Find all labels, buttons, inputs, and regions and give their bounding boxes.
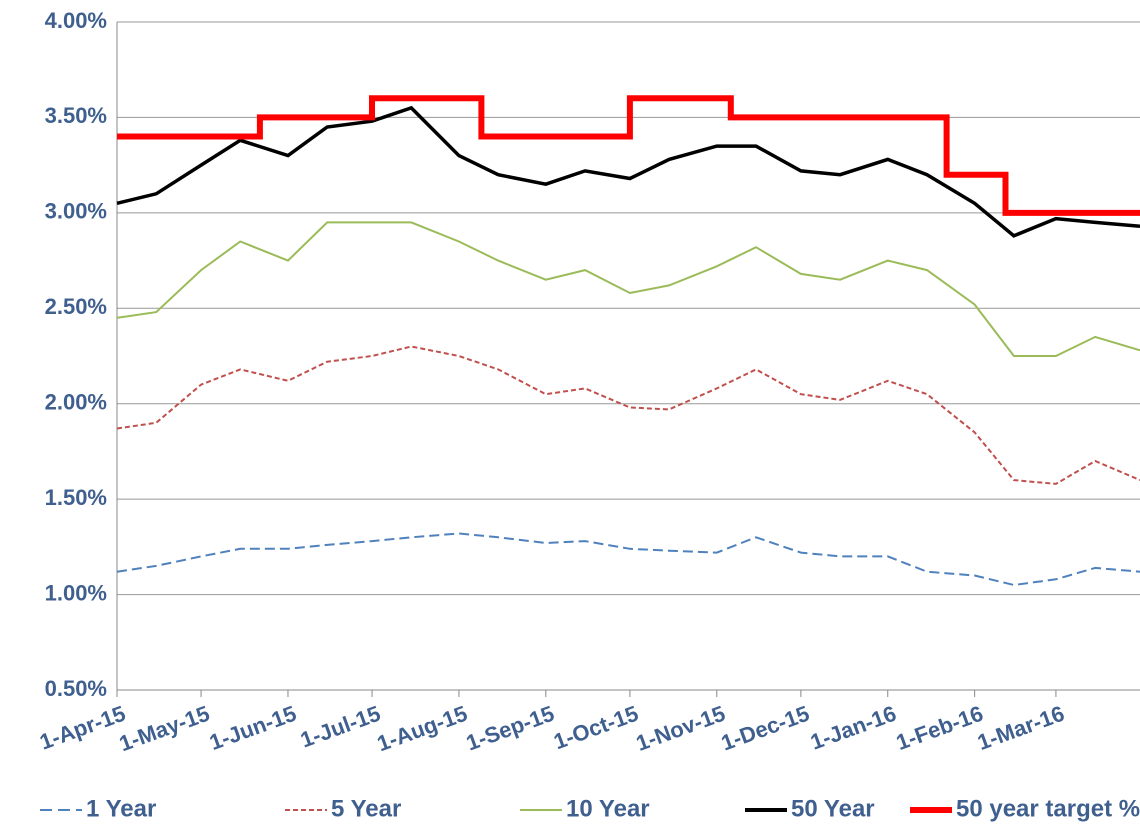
x-tick-label: 1-Mar-16 [974, 701, 1068, 755]
series-line [116, 532, 1140, 587]
x-tick-label: 1-Feb-16 [893, 701, 987, 755]
legend-label: 1 Year [86, 795, 156, 822]
y-tick-label: 2.50% [45, 294, 107, 319]
y-tick-label: 4.00% [45, 8, 107, 33]
y-tick-label: 0.50% [45, 676, 107, 701]
x-tick-label: 1-Sep-15 [463, 701, 558, 756]
series-line [117, 95, 1140, 216]
x-tick-label: 1-Nov-15 [633, 701, 729, 756]
x-tick-label: 1-Oct-15 [550, 701, 641, 755]
x-tick-label: 1-May-15 [116, 701, 213, 757]
x-tick-label: 1-Aug-15 [374, 701, 471, 757]
legend-label: 5 Year [331, 795, 401, 822]
legend-label: 10 Year [566, 795, 650, 822]
series-line [116, 105, 1140, 238]
x-tick-label: 1-Jul-15 [297, 701, 384, 753]
x-tick-label: 1-Jun-15 [206, 701, 300, 755]
series-line [116, 345, 1140, 485]
y-tick-label: 3.00% [45, 199, 107, 224]
x-tick-label: 1-Apr-15 [36, 701, 128, 755]
y-tick-label: 2.00% [45, 390, 107, 415]
y-tick-label: 1.00% [45, 580, 107, 605]
legend-label: 50 Year [791, 795, 875, 822]
x-tick-label: 1-Jan-16 [807, 701, 899, 755]
y-tick-label: 3.50% [45, 103, 107, 128]
x-tick-label: 1-Dec-15 [718, 701, 813, 756]
y-tick-label: 1.50% [45, 485, 107, 510]
legend-label: 50 year target % [956, 795, 1140, 822]
series-line [116, 221, 1140, 357]
